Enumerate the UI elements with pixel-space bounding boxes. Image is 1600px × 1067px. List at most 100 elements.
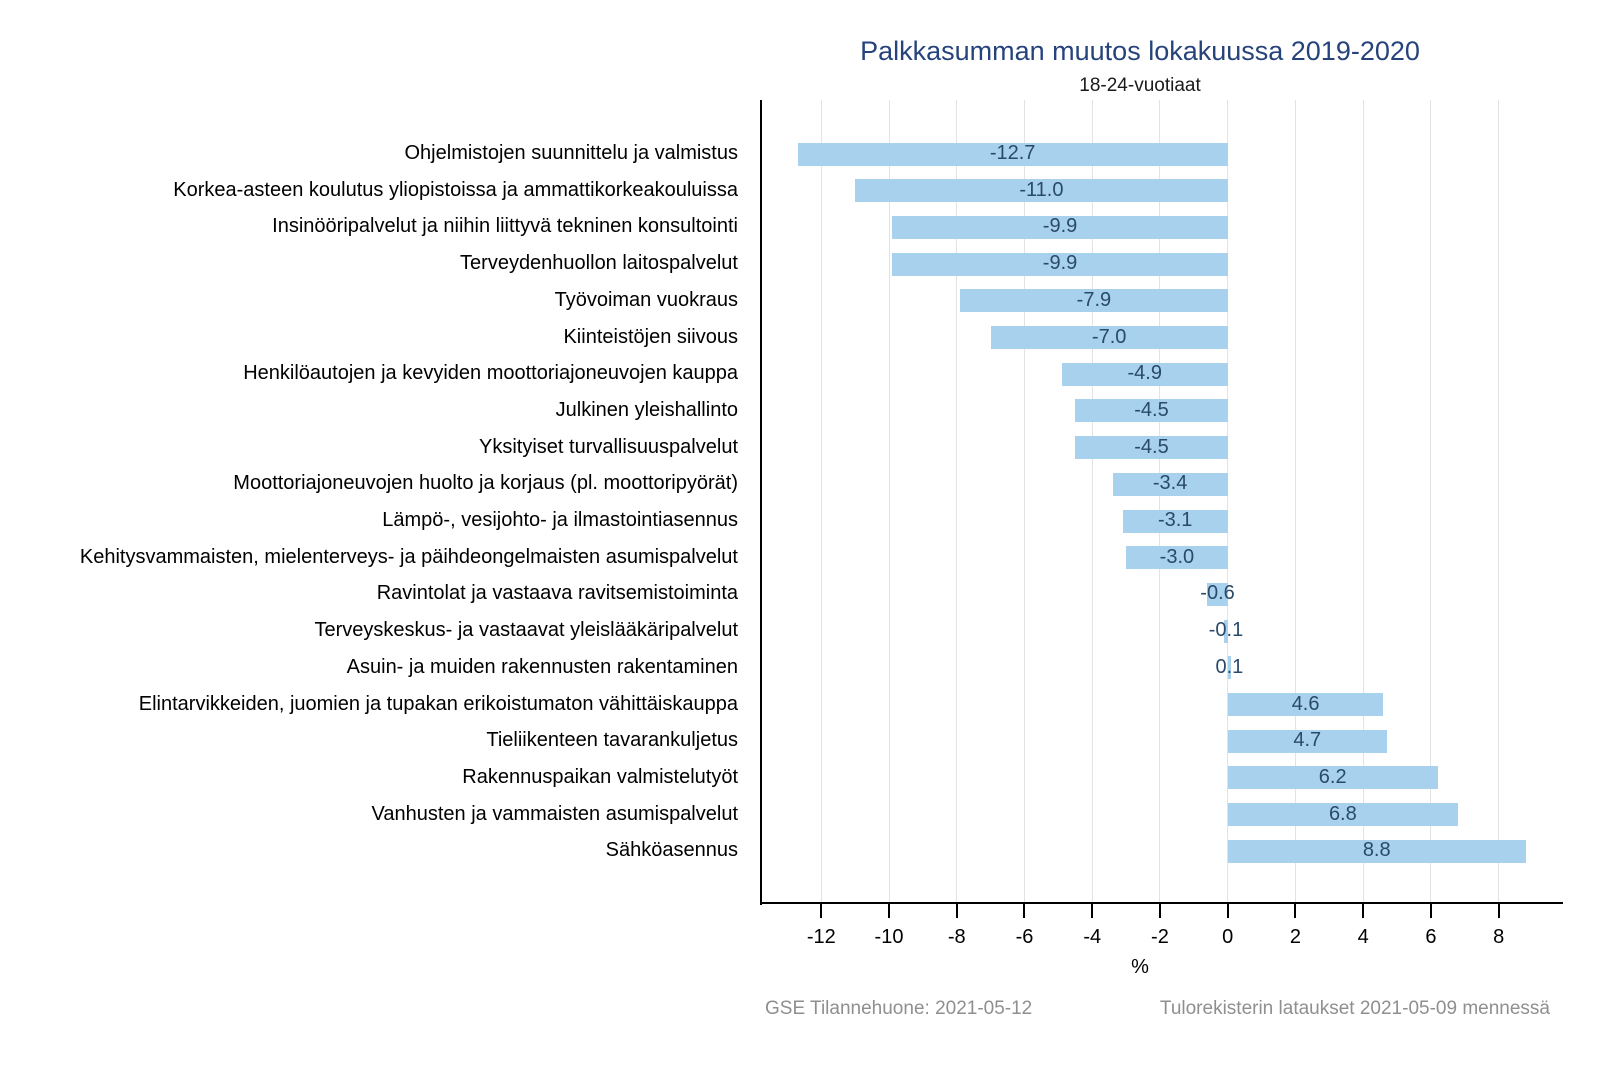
bar xyxy=(1075,436,1228,460)
x-axis-tick-mark xyxy=(1023,904,1026,918)
category-label: Moottoriajoneuvojen huolto ja korjaus (p… xyxy=(233,472,738,495)
category-label: Työvoiman vuokraus xyxy=(554,288,738,311)
x-axis-line xyxy=(760,902,1563,904)
bar-value-label: -4.5 xyxy=(1134,435,1169,458)
category-label: Sähköasennus xyxy=(605,839,738,862)
bar-value-label: -4.9 xyxy=(1127,362,1162,385)
gridline xyxy=(1498,100,1500,903)
category-label: Asuin- ja muiden rakennusten rakentamine… xyxy=(346,655,738,678)
x-axis-tick-mark xyxy=(820,904,823,918)
gridline xyxy=(1362,100,1364,903)
x-axis-tick-mark xyxy=(955,904,958,918)
gridline xyxy=(1294,100,1296,903)
category-label: Elintarvikkeiden, juomien ja tupakan eri… xyxy=(138,692,738,715)
bar-value-label: 6.2 xyxy=(1318,765,1347,788)
bar-value-label: -11.0 xyxy=(1019,178,1064,201)
bar xyxy=(1112,472,1228,496)
bar xyxy=(892,215,1228,239)
x-axis-tick-label: -2 xyxy=(1151,926,1169,948)
bar xyxy=(1227,839,1526,863)
footer-left-source: GSE Tilannehuone: 2021-05-12 xyxy=(765,998,1033,1019)
gridline xyxy=(1227,100,1229,903)
category-label: Tieliikenteen tavarankuljetus xyxy=(486,729,738,752)
bar-value-label: -7.9 xyxy=(1076,288,1112,311)
bar xyxy=(1227,693,1384,716)
x-axis-tick-mark xyxy=(1091,904,1094,918)
category-label: Rakennuspaikan valmistelutyöt xyxy=(462,765,738,788)
x-axis-tick-mark xyxy=(1362,904,1365,918)
bar xyxy=(960,289,1228,313)
bar xyxy=(1207,582,1228,606)
x-axis-unit-label: % xyxy=(1131,956,1149,978)
gridline xyxy=(1430,100,1432,903)
bar xyxy=(1227,729,1387,753)
x-axis-tick-label: -12 xyxy=(806,926,836,948)
category-label: Lämpö-, vesijohto- ja ilmastointiasennus xyxy=(382,509,738,531)
category-label: Ravintolat ja vastaava ravitsemistoimint… xyxy=(376,582,738,605)
bar xyxy=(1061,362,1228,386)
chart-title: Palkkasumman muutos lokakuussa 2019-2020 xyxy=(860,36,1420,66)
category-label: Ohjelmistojen suunnittelu ja valmistus xyxy=(404,142,739,164)
bar xyxy=(797,142,1228,166)
y-axis-line xyxy=(760,100,762,905)
bar-value-label: -0.1 xyxy=(1208,619,1244,642)
bar-value-label: 4.7 xyxy=(1293,729,1322,752)
footer-right-source: Tulorekisterin lataukset 2021-05-09 menn… xyxy=(1159,998,1550,1019)
category-label: Yksityiset turvallisuuspalvelut xyxy=(479,435,738,458)
chart-subtitle: 18-24-vuotiaat xyxy=(1079,75,1201,96)
category-label: Terveyskeskus- ja vastaavat yleislääkäri… xyxy=(314,619,738,642)
bar-value-label: -3.4 xyxy=(1152,472,1188,495)
gridline xyxy=(1159,100,1161,903)
gridline xyxy=(820,100,822,903)
bar xyxy=(1227,656,1232,680)
x-axis-tick-label: 4 xyxy=(1357,926,1369,948)
gridline xyxy=(1091,100,1093,903)
x-axis-tick-mark xyxy=(888,904,890,918)
bar xyxy=(1075,399,1228,423)
bar-value-label: -9.9 xyxy=(1042,252,1078,275)
bar xyxy=(1126,546,1228,570)
x-axis-tick-label: 6 xyxy=(1425,926,1437,948)
category-label: Kiinteistöjen siivous xyxy=(563,325,738,348)
bar-value-label: -9.9 xyxy=(1042,215,1078,238)
gridline xyxy=(1023,100,1025,903)
bar xyxy=(1224,619,1228,643)
x-axis-tick-label: -4 xyxy=(1083,926,1102,948)
category-label: Insinööripalvelut ja niihin liittyvä tek… xyxy=(272,215,738,238)
bar-value-label: -12.7 xyxy=(989,142,1036,164)
category-label: Julkinen yleishallinto xyxy=(555,398,738,421)
bar-value-label: 0.1 xyxy=(1215,655,1244,678)
x-axis-tick-label: -8 xyxy=(947,926,966,948)
x-axis-tick-label: 2 xyxy=(1289,926,1301,948)
gridline xyxy=(888,100,890,903)
bar xyxy=(990,326,1228,349)
x-axis-tick-label: 0 xyxy=(1222,926,1234,948)
bar-value-label: -3.1 xyxy=(1157,509,1193,531)
bar xyxy=(1227,766,1438,790)
x-axis-tick-mark xyxy=(1429,904,1432,918)
x-axis-tick-label: -6 xyxy=(1015,926,1034,948)
category-label: Korkea-asteen koulutus yliopistoissa ja … xyxy=(173,178,738,201)
category-label: Vanhusten ja vammaisten asumispalvelut xyxy=(371,802,738,825)
bar-value-label: 6.8 xyxy=(1328,802,1357,825)
bar-value-label: -0.6 xyxy=(1200,582,1235,605)
category-label: Terveydenhuollon laitospalvelut xyxy=(460,252,738,275)
bar xyxy=(1122,509,1228,533)
bar-value-label: -7.0 xyxy=(1091,325,1127,348)
category-label: Henkilöautojen ja kevyiden moottoriajone… xyxy=(243,362,738,385)
bar-value-label: -3.0 xyxy=(1159,545,1195,568)
x-axis-tick-label: 8 xyxy=(1493,926,1505,948)
bar-value-label: -4.5 xyxy=(1134,398,1169,421)
category-label: Kehitysvammaisten, mielenterveys- ja päi… xyxy=(79,545,738,568)
bar xyxy=(855,179,1228,203)
gridline xyxy=(956,100,958,903)
bar xyxy=(1227,803,1458,827)
bar-value-label: 8.8 xyxy=(1362,839,1391,862)
x-axis-tick-label: -10 xyxy=(874,926,904,948)
x-axis-tick-mark xyxy=(1158,904,1161,918)
bar-value-label: 4.6 xyxy=(1291,692,1320,715)
bar xyxy=(892,252,1228,276)
x-axis-tick-mark xyxy=(1226,904,1229,918)
